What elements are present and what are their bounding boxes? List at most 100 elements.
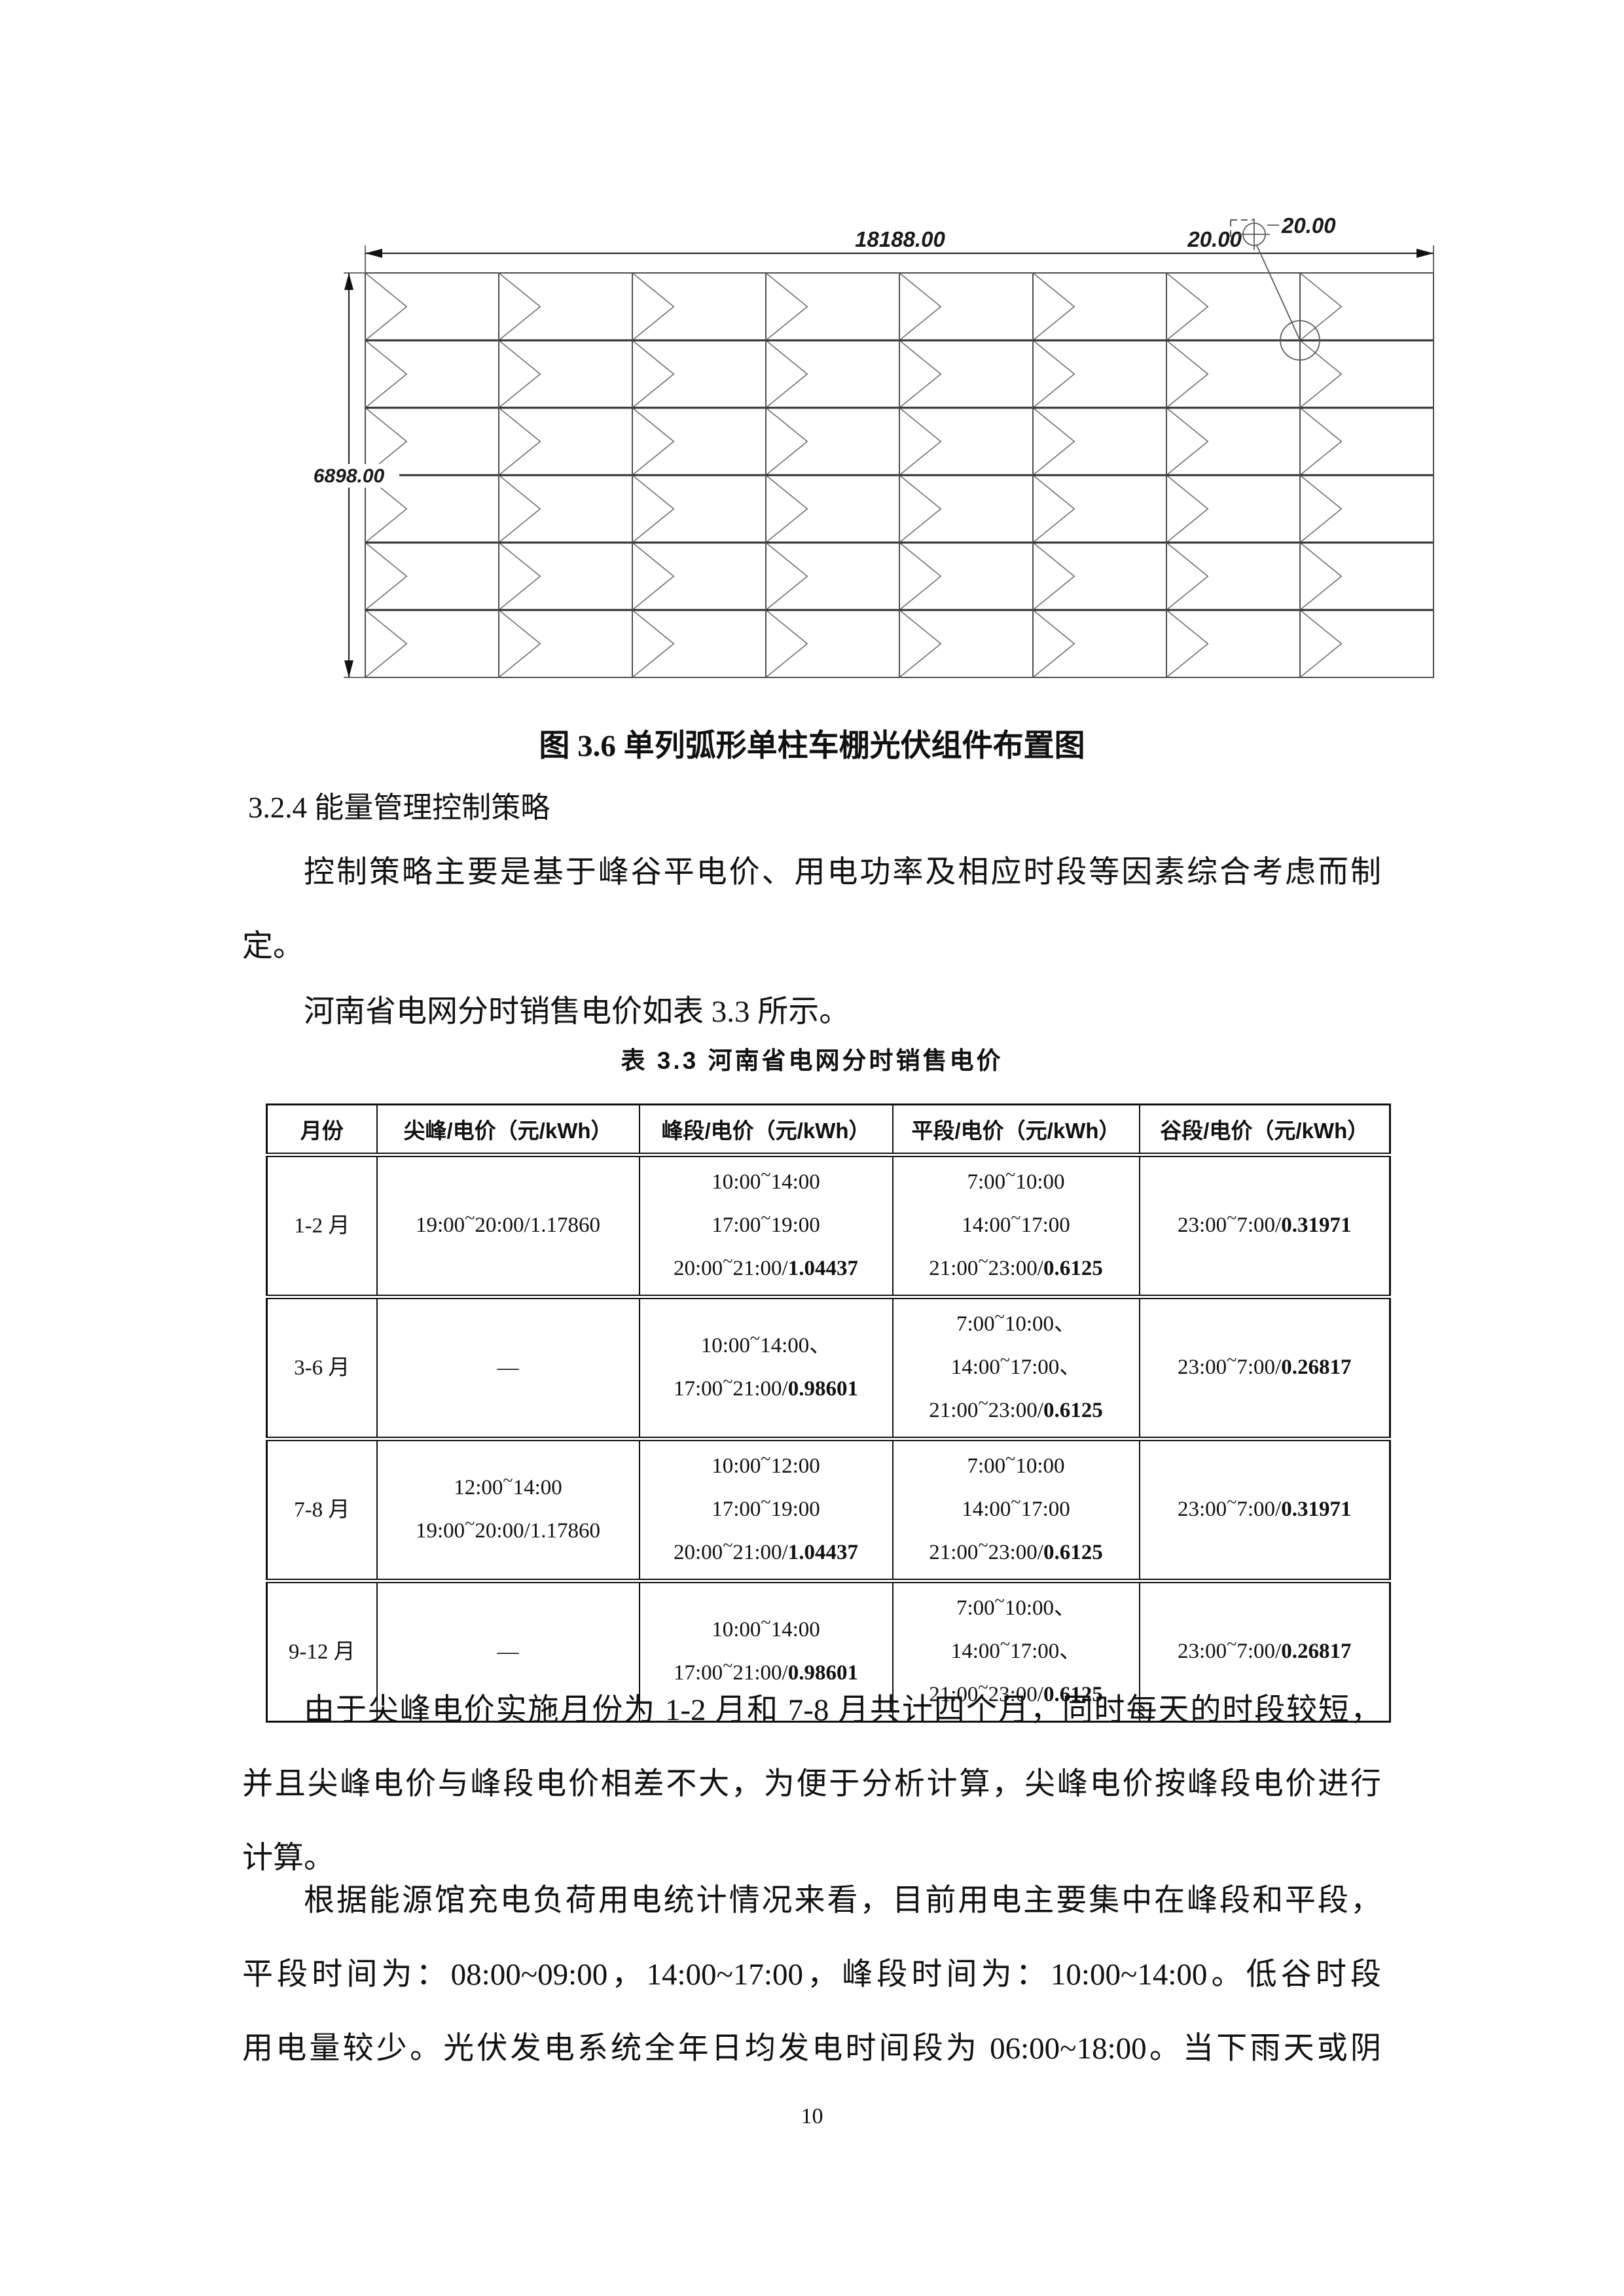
pv-module-chevron-icon — [899, 407, 942, 476]
dim-height-label: 6898.00 — [314, 465, 385, 487]
pv-module-chevron-icon — [365, 542, 408, 611]
pv-module-chevron-icon — [498, 272, 541, 341]
pv-module-chevron-icon — [1299, 609, 1343, 678]
tilde-range-mark: ~ — [1005, 1449, 1016, 1470]
section-heading: 3.2.4 能量管理控制策略 — [248, 791, 550, 824]
tilde-range-mark: ~ — [723, 1251, 733, 1272]
tilde-range-mark: ~ — [465, 1514, 475, 1535]
pv-module-chevron-icon — [1032, 340, 1075, 408]
pv-module-chevron-icon — [498, 340, 541, 408]
leader-line — [1256, 245, 1301, 341]
pv-module-chevron-icon — [632, 340, 675, 408]
tilde-range-mark: ~ — [465, 1208, 475, 1229]
cell-line: — — [497, 1640, 519, 1664]
tilde-range-mark: ~ — [761, 1449, 771, 1470]
cell-line: 19:00~20:00/1.17860 — [380, 1510, 636, 1553]
pv-module-chevron-icon — [365, 609, 408, 678]
pv-module-chevron-icon — [1032, 407, 1075, 476]
pv-module-chevron-icon — [899, 609, 942, 678]
pv-module-grid — [365, 272, 1434, 678]
arrowhead-up-icon — [344, 273, 353, 290]
pv-module-chevron-icon — [632, 475, 675, 543]
pv-module-chevron-icon — [632, 407, 675, 476]
tilde-range-mark: ~ — [978, 1535, 988, 1556]
text-line: 控制策略主要是基于峰谷平电价、用电功率及相应时段等因素综合考虑而制 — [304, 855, 1381, 889]
cell-line: 10:00~14:00 — [643, 1609, 890, 1652]
marker-bracket-icon — [1230, 219, 1254, 242]
dim-gap-marker-label: 20.00 — [1281, 213, 1336, 238]
cell-line: 10:00~12:00 — [643, 1445, 890, 1488]
detail-circle — [1280, 320, 1320, 361]
pv-module-chevron-icon — [765, 609, 808, 678]
table-cell: — — [376, 1581, 640, 1722]
tilde-range-mark: ~ — [1227, 1350, 1237, 1371]
column-header: 尖峰/电价（元/kWh） — [376, 1104, 640, 1157]
cell-line: 17:00~19:00 — [643, 1488, 890, 1532]
pv-module-chevron-icon — [632, 272, 675, 341]
tilde-range-mark: ~ — [994, 1591, 1005, 1612]
cell-line: 14:00~17:00、 — [896, 1346, 1136, 1390]
cell-line: 7-8 月 — [294, 1498, 350, 1522]
tilde-range-mark: ~ — [1005, 1165, 1016, 1186]
tilde-range-mark: ~ — [978, 1251, 988, 1272]
pv-layout-drawing: 18188.00 20.00 20.00 6898.00 — [298, 213, 1434, 678]
tou-price-table: 月份 尖峰/电价（元/kWh） 峰段/电价（元/kWh） 平段/电价（元/kWh） 谷段… — [266, 1103, 1391, 1723]
pv-module-chevron-icon — [365, 340, 408, 408]
cell-line: 14:00~17:00 — [896, 1204, 1136, 1247]
tilde-range-mark: ~ — [1000, 1350, 1011, 1371]
cell-line: — — [497, 1356, 519, 1380]
table-cell: 10:00~12:00 17:00~19:00 20:00~21:00/1.0443… — [639, 1439, 893, 1583]
table-cell: 1-2 月 — [266, 1155, 378, 1299]
text-line: 并且尖峰电价与峰段电价相差不大，为便于分析计算，尖峰电价按峰段电价进行 — [242, 1767, 1381, 1801]
cell-line: 12:00~14:00 — [380, 1467, 636, 1510]
pv-module-chevron-icon — [765, 542, 808, 611]
table-cell: 12:00~14:00 19:00~20:00/1.17860 — [376, 1439, 640, 1583]
pv-module-chevron-icon — [765, 475, 808, 543]
cell-line: 14:00~17:00、 — [896, 1630, 1136, 1674]
pv-module-chevron-icon — [1299, 475, 1343, 543]
cell-line: 10:00~14:00、 — [643, 1325, 890, 1368]
column-header: 月份 — [266, 1104, 378, 1157]
tilde-range-mark: ~ — [1011, 1208, 1021, 1229]
paragraph: 由于尖峰电价实施月份为 1-2 月和 7-8 月共计四个月，同时每天的时段较短，… — [242, 1674, 1381, 1895]
cell-line: 17:00~21:00/0.98601 — [643, 1368, 890, 1411]
table-cell: 3-6 月 — [266, 1297, 378, 1441]
cell-line: 21:00~23:00/0.6125 — [896, 1390, 1136, 1433]
cell-line: 23:00~7:00/0.26817 — [1143, 1630, 1387, 1674]
cell-line: 7:00~10:00、 — [896, 1303, 1136, 1346]
pv-module-chevron-icon — [899, 272, 942, 341]
pv-module-chevron-icon — [899, 542, 942, 611]
table-row: 7-8 月 12:00~14:00 19:00~20:00/1.17860 10:00… — [266, 1439, 1390, 1583]
table-cell: — — [376, 1297, 640, 1441]
pv-module-chevron-icon — [498, 475, 541, 543]
tilde-range-mark: ~ — [761, 1165, 771, 1186]
table-cell: 23:00~7:00/0.26817 — [1139, 1297, 1390, 1441]
text-line: 河南省电网分时销售电价如表 3.3 所示。 — [304, 995, 850, 1029]
column-header: 平段/电价（元/kWh） — [892, 1104, 1140, 1157]
tilde-range-mark: ~ — [994, 1307, 1005, 1328]
cell-line: 23:00~7:00/0.26817 — [1143, 1346, 1387, 1390]
cell-line: 3-6 月 — [294, 1356, 350, 1380]
table-cell: 23:00~7:00/0.26817 — [1140, 1581, 1390, 1722]
cell-line: 17:00~21:00/0.98601 — [643, 1652, 890, 1695]
pv-module-chevron-icon — [365, 272, 408, 341]
figure-caption: 图 3.6 单列弧形单柱车棚光伏组件布置图 — [539, 729, 1085, 763]
dim-gap-line-label: 20.00 — [1187, 227, 1242, 251]
cell-line: 20:00~21:00/1.04437 — [643, 1247, 890, 1291]
pv-module-chevron-icon — [1166, 609, 1209, 678]
pv-module-chevron-icon — [765, 272, 808, 341]
table-cell: 23:00~7:00/0.31971 — [1139, 1155, 1390, 1299]
pv-module-chevron-icon — [1299, 542, 1343, 611]
cell-line: 17:00~19:00 — [643, 1204, 890, 1247]
cell-line: 7:00~10:00 — [896, 1161, 1136, 1204]
pv-module-chevron-icon — [632, 542, 675, 611]
cell-line: 9-12 月 — [288, 1640, 355, 1664]
cell-line: 7:00~10:00、 — [896, 1587, 1136, 1630]
pv-module-chevron-icon — [899, 340, 942, 408]
tilde-range-mark: ~ — [723, 1656, 733, 1677]
tilde-range-mark: ~ — [1000, 1634, 1011, 1655]
arrowhead-right-icon — [1416, 249, 1434, 258]
pv-module-chevron-icon — [365, 407, 408, 476]
pv-module-chevron-icon — [765, 407, 808, 476]
